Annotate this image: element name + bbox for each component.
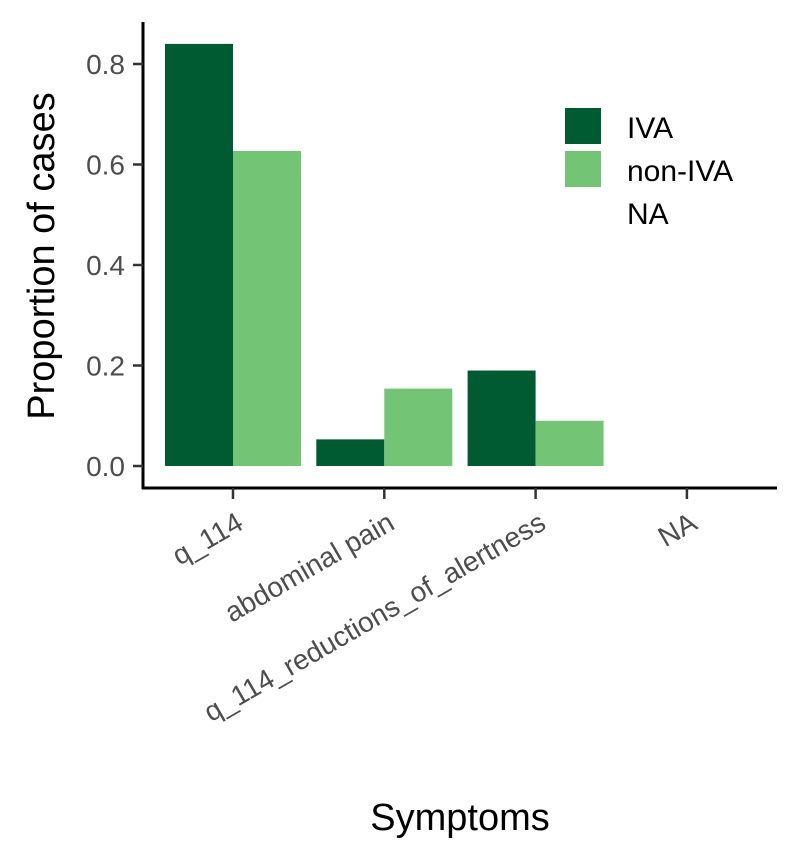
axes-layer (141, 22, 777, 490)
bars-layer (165, 43, 604, 467)
x-tick-label: q_114 (167, 506, 248, 571)
bar-non-iva (384, 388, 453, 466)
x-tick-label: NA (653, 506, 702, 552)
legend-key (565, 108, 601, 144)
bar-iva (165, 43, 233, 467)
y-axis-title: Proportion of cases (21, 92, 63, 419)
y-tick-label: 0.6 (86, 150, 125, 181)
y-tick-label: 0.4 (86, 250, 125, 281)
legend-label: IVA (627, 112, 673, 145)
legend: IVA non-IVA NA (565, 108, 733, 231)
legend-key (565, 151, 601, 187)
y-tick-label: 0.2 (86, 351, 125, 382)
bar-iva (467, 370, 536, 466)
x-axis-title: Symptoms (370, 797, 549, 839)
legend-label: non-IVA (627, 155, 733, 188)
y-tick-label: 0.0 (86, 451, 125, 482)
bar-non-iva (535, 420, 604, 466)
y-tick-label: 0.8 (86, 49, 125, 80)
bar-iva (316, 439, 385, 466)
legend-label: NA (627, 198, 669, 231)
y-ticks: 0.0 0.2 0.4 0.6 0.8 (86, 49, 143, 482)
bar-non-iva (233, 150, 301, 466)
